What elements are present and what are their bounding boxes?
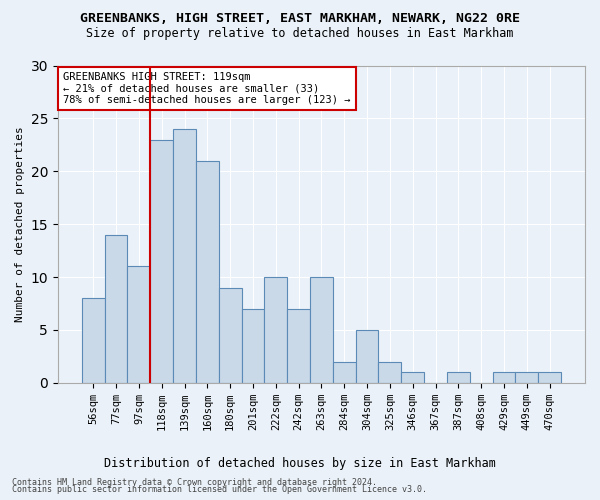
Text: Contains public sector information licensed under the Open Government Licence v3: Contains public sector information licen… xyxy=(12,486,427,494)
Bar xyxy=(356,330,379,383)
Bar xyxy=(173,129,196,383)
Text: GREENBANKS HIGH STREET: 119sqm
← 21% of detached houses are smaller (33)
78% of : GREENBANKS HIGH STREET: 119sqm ← 21% of … xyxy=(63,72,350,105)
Bar xyxy=(219,288,242,383)
Y-axis label: Number of detached properties: Number of detached properties xyxy=(15,126,25,322)
Bar xyxy=(242,308,265,383)
Text: GREENBANKS, HIGH STREET, EAST MARKHAM, NEWARK, NG22 0RE: GREENBANKS, HIGH STREET, EAST MARKHAM, N… xyxy=(80,12,520,26)
Bar xyxy=(538,372,561,383)
Bar xyxy=(196,160,219,383)
Bar xyxy=(401,372,424,383)
Bar xyxy=(82,298,104,383)
Bar xyxy=(151,140,173,383)
Bar xyxy=(127,266,151,383)
Bar xyxy=(515,372,538,383)
Bar xyxy=(265,277,287,383)
Text: Distribution of detached houses by size in East Markham: Distribution of detached houses by size … xyxy=(104,458,496,470)
Bar xyxy=(104,234,127,383)
Bar xyxy=(493,372,515,383)
Text: Size of property relative to detached houses in East Markham: Size of property relative to detached ho… xyxy=(86,28,514,40)
Bar xyxy=(333,362,356,383)
Bar xyxy=(287,308,310,383)
Bar xyxy=(310,277,333,383)
Bar xyxy=(379,362,401,383)
Bar xyxy=(447,372,470,383)
Text: Contains HM Land Registry data © Crown copyright and database right 2024.: Contains HM Land Registry data © Crown c… xyxy=(12,478,377,487)
